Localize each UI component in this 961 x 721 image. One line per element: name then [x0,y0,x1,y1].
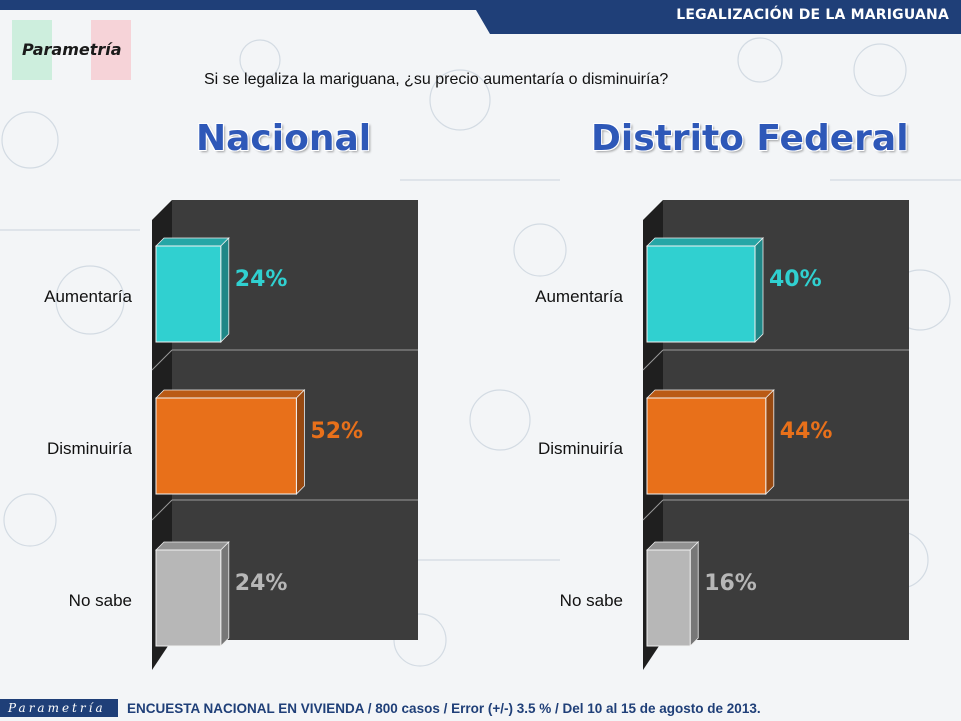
bar-disminuiria-side [295,389,305,495]
footer-bar [0,699,961,721]
bar-disminuiria-side [765,389,775,495]
bar-aumentaria-top [646,237,764,247]
bar-no-sabe [646,549,691,647]
row-separator-diagonal [151,349,173,371]
data-label-aumentaria: 40% [769,267,822,292]
chart-df: 40% Aumentaría 44% Disminuiría 16% No sabe [535,200,909,670]
row-separator-diagonal [642,349,664,371]
chart-nacional: 24% Aumentaría 52% Disminuiría 24% No sabe [44,200,418,670]
bar-no-sabe-top [155,541,230,551]
bar-aumentaria-side [220,237,230,343]
brand-name: Parametría [22,40,122,59]
bar-disminuiria-top [155,389,306,399]
footer-note: ENCUESTA NACIONAL EN VIVIENDA / 800 caso… [127,701,761,716]
category-label-aumentaria: Aumentaría [535,287,623,306]
bar-disminuiria-top [646,389,775,399]
logo-square-green [12,20,52,80]
data-label-no-sabe: 16% [704,571,757,596]
bar-aumentaria [155,245,222,343]
chart-title-distrito-federal: Distrito Federal [591,118,909,159]
data-label-disminuiria: 44% [780,419,833,444]
chart-title-nacional: Nacional [196,118,372,159]
bar-aumentaria-top [155,237,230,247]
footer-logo: Parametría [0,699,118,717]
bar-no-sabe-side [689,541,699,647]
row-separator-diagonal [151,499,173,521]
bar-no-sabe-top [646,541,700,551]
bar-disminuiria [646,397,767,495]
bar-disminuiria [155,397,297,495]
logo-square-pink [91,20,131,80]
header-bar [0,0,961,34]
category-label-disminuiria: Disminuiría [538,439,624,458]
data-label-aumentaria: 24% [235,267,288,292]
bar-aumentaria [646,245,756,343]
survey-question: Si se legaliza la mariguana, ¿su precio … [204,71,669,88]
bar-aumentaria-side [754,237,764,343]
data-label-no-sabe: 24% [235,571,288,596]
category-label-disminuiria: Disminuiría [47,439,133,458]
category-label-aumentaria: Aumentaría [44,287,132,306]
bar-no-sabe-side [220,541,230,647]
category-label-no-sabe: No sabe [560,591,623,610]
data-label-disminuiria: 52% [310,419,363,444]
row-separator-diagonal [642,499,664,521]
header-title: LEGALIZACIÓN DE LA MARIGUANA [676,7,949,23]
bar-no-sabe [155,549,222,647]
category-label-no-sabe: No sabe [69,591,132,610]
